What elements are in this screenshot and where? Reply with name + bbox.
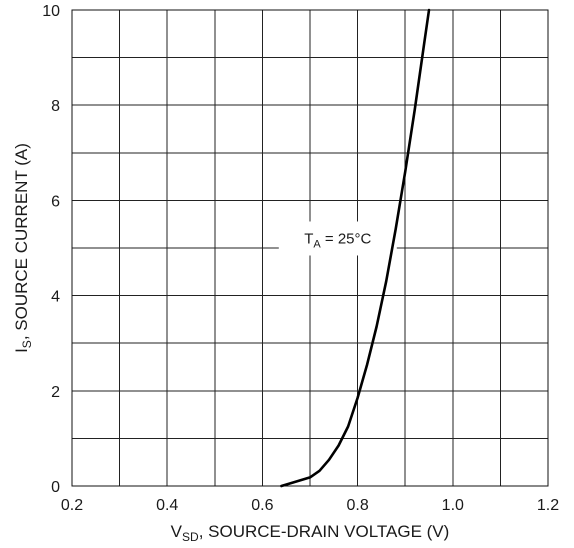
x-tick-label: 0.8 xyxy=(346,497,368,514)
grid xyxy=(72,10,548,486)
x-tick-label: 1.0 xyxy=(442,497,464,514)
y-tick-label: 4 xyxy=(51,289,60,306)
y-tick-label: 6 xyxy=(51,193,60,210)
y-tick-label: 0 xyxy=(51,479,60,496)
y-tick-labels: 0 2 4 6 8 10 xyxy=(42,3,60,496)
curve-layer xyxy=(280,8,431,488)
x-tick-label: 1.2 xyxy=(537,497,559,514)
y-tick-label: 2 xyxy=(51,384,60,401)
y-tick-label: 8 xyxy=(51,98,60,115)
annotation-background xyxy=(278,221,397,256)
x-tick-labels: 0.2 0.4 0.6 0.8 1.0 1.2 xyxy=(61,497,559,514)
x-axis-title: VSD, SOURCE-DRAIN VOLTAGE (V) xyxy=(171,522,450,544)
x-tick-label: 0.6 xyxy=(251,497,273,514)
y-tick-label: 10 xyxy=(42,3,60,20)
series-line xyxy=(280,8,431,488)
x-tick-label: 0.2 xyxy=(61,497,83,514)
annotation: TA = 25°C xyxy=(278,221,397,256)
y-axis-title: IS, SOURCE CURRENT (A) xyxy=(12,143,34,353)
x-tick-label: 0.4 xyxy=(156,497,178,514)
annotation-text: TA = 25°C xyxy=(304,230,371,250)
plot-frame xyxy=(71,9,549,487)
